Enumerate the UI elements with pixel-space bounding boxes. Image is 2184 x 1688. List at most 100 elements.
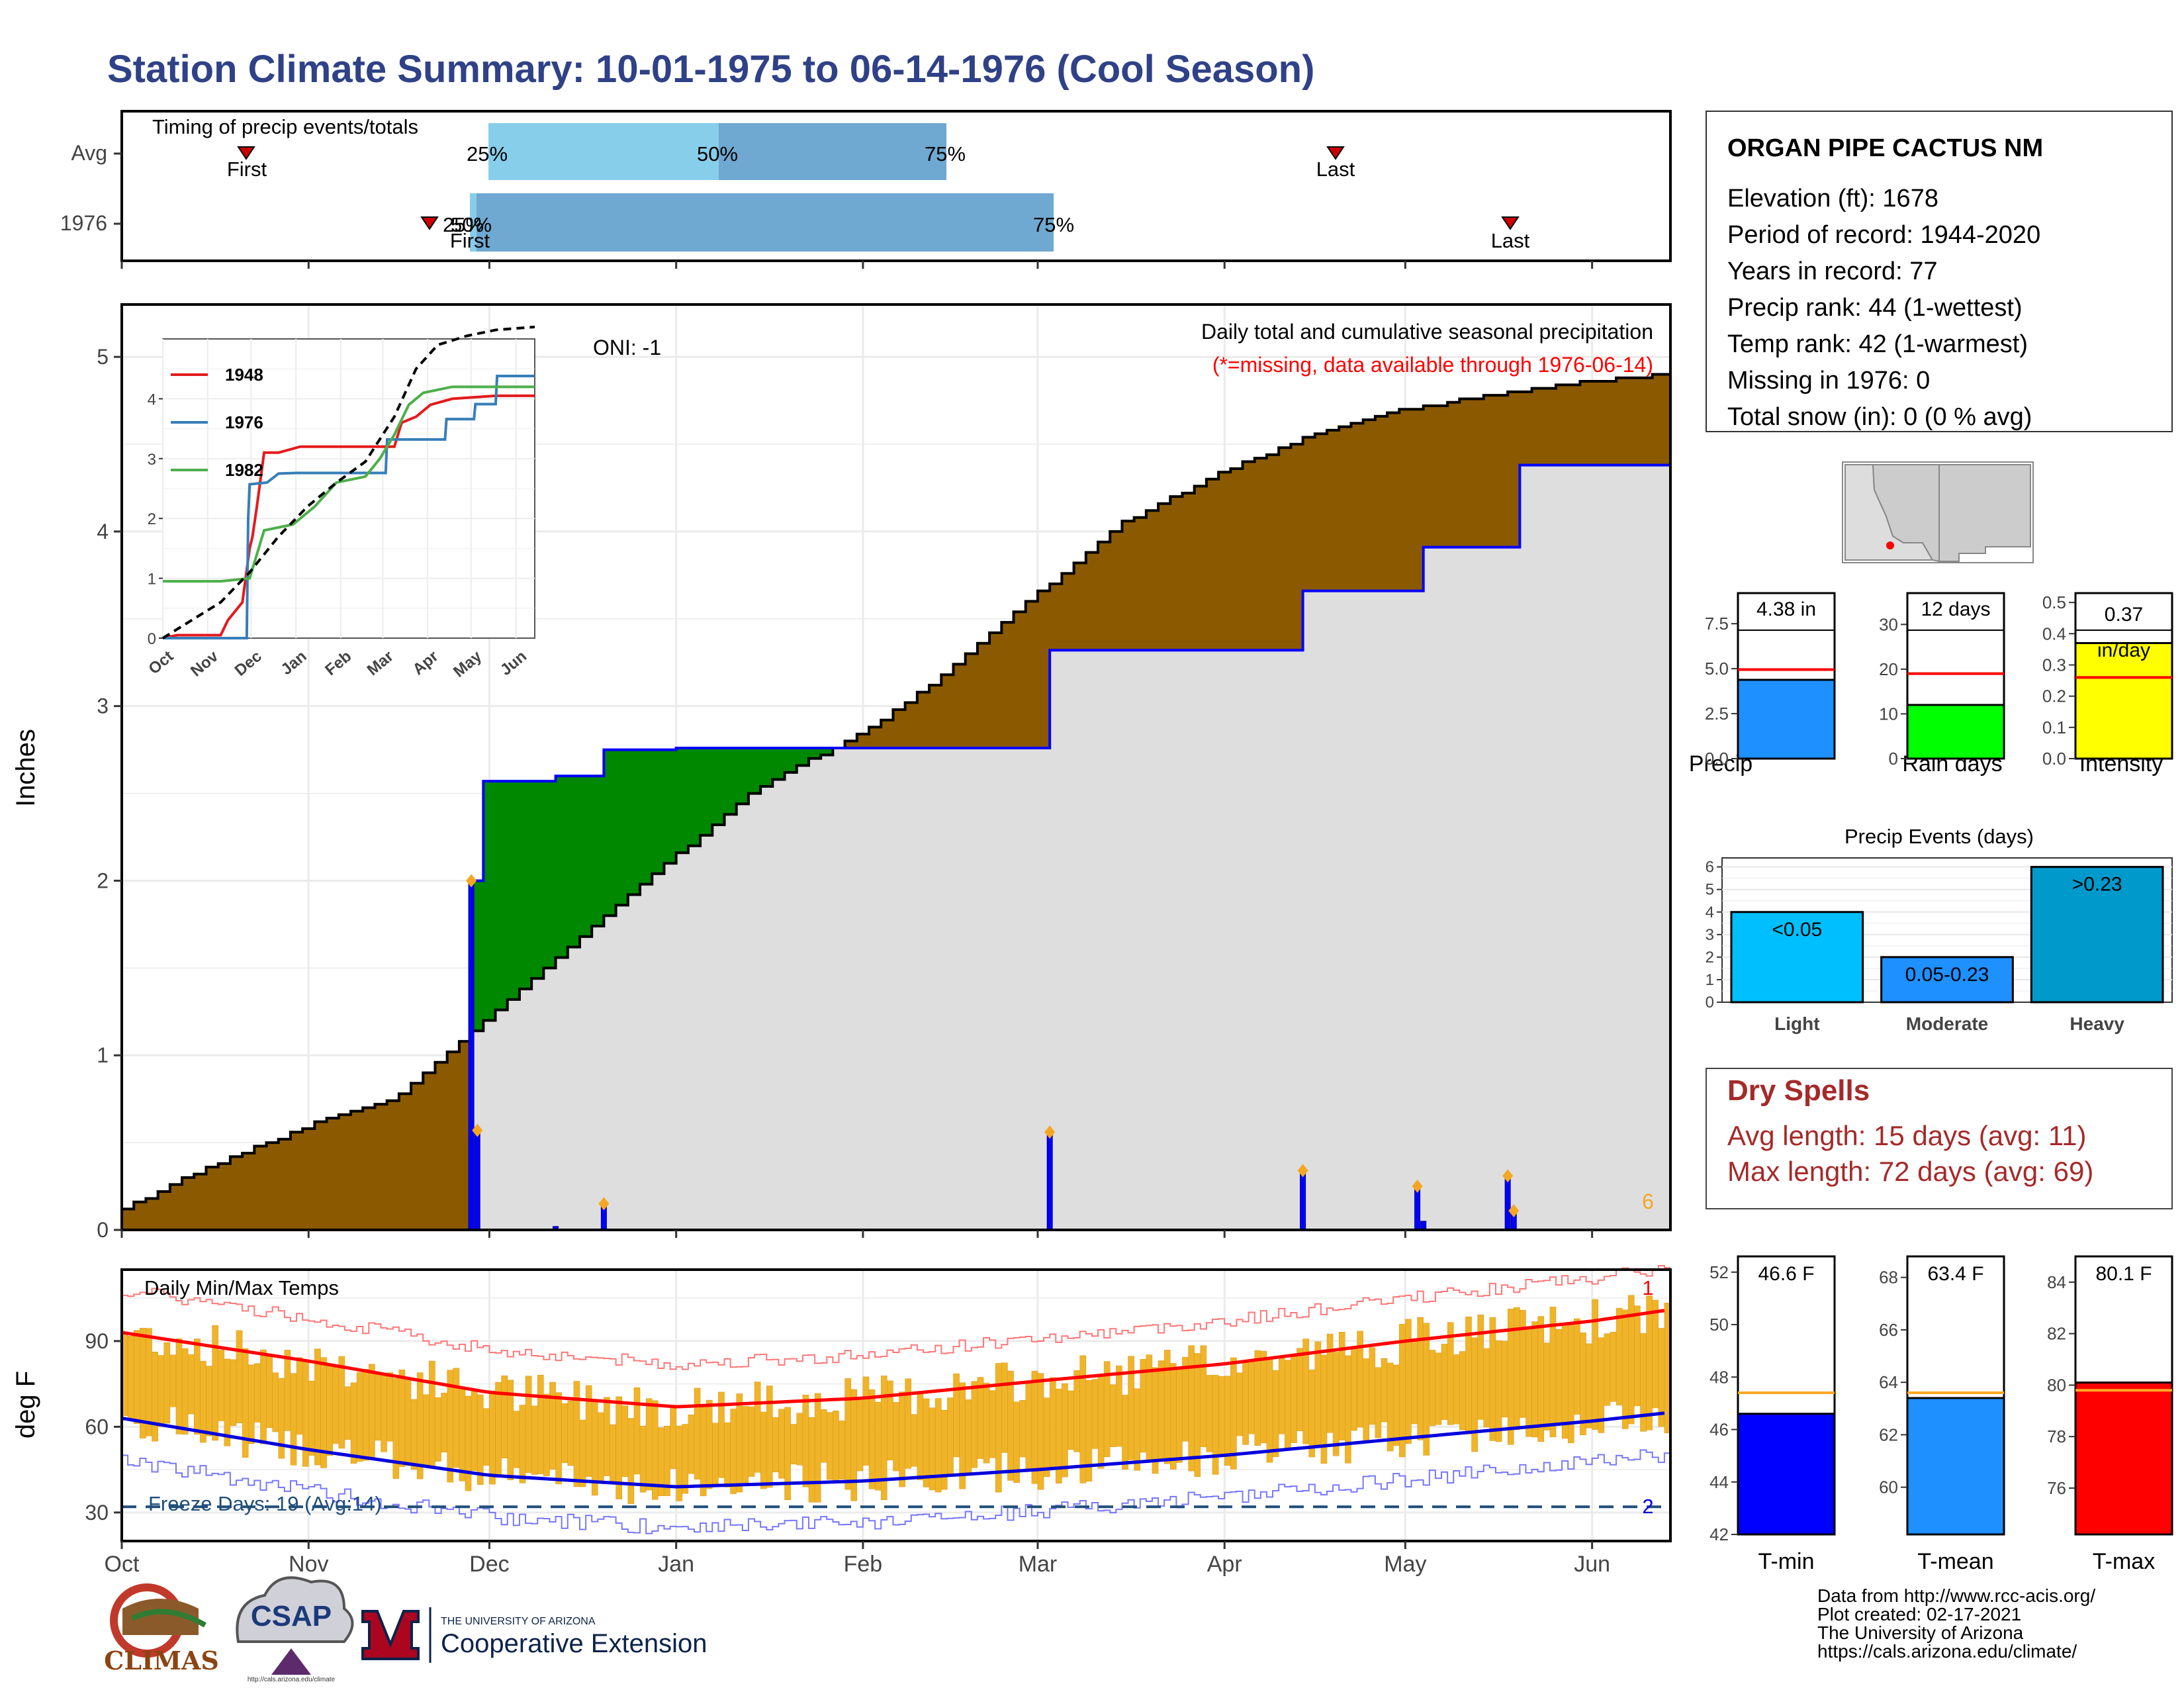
summary-ytick-label: 44 [1709, 1472, 1729, 1492]
avg-p25-label: 25% [467, 142, 508, 165]
ua-logo: THE UNIVERSITY OF ARIZONA Cooperative Ex… [361, 1607, 707, 1663]
summary-ytick-label: 2.5 [1705, 704, 1729, 724]
temp-day-bar [1520, 1309, 1526, 1418]
y1976-last-label: Last [1491, 229, 1530, 252]
y1976-25-50-bar [470, 193, 477, 252]
temp-day-bar [465, 1395, 472, 1491]
month-xtick-label: Jan [658, 1552, 694, 1577]
intensity-summary-bar [2074, 641, 2173, 760]
avg-last-marker [1326, 146, 1345, 160]
month-xtick-label: Oct [105, 1552, 140, 1577]
temp-day-bar [537, 1375, 544, 1474]
csap-text: CSAP [251, 1600, 332, 1632]
y1976-first-marker [420, 216, 439, 230]
inset-ytick-label: 0 [148, 630, 156, 648]
precip-summary-value: 4.38 in [1756, 598, 1816, 620]
csap-cloud-icon [236, 1576, 354, 1643]
temp-day-bar [1031, 1370, 1038, 1484]
temp-day-bar [567, 1400, 574, 1466]
credit-line-created: Plot created: 02-17-2021 [1817, 1604, 2021, 1624]
inset-ytick-label: 4 [148, 391, 156, 408]
temp-day-bar [784, 1407, 791, 1500]
temp-day-bar [1206, 1375, 1213, 1452]
month-xtick-label: Feb [844, 1552, 883, 1577]
temp-day-bar [989, 1390, 996, 1458]
page-title: Station Climate Summary: 10-01-1975 to 0… [107, 48, 1314, 91]
timing-label: Timing of precip events/totals [152, 115, 418, 138]
temp-day-bar [1297, 1348, 1303, 1431]
temp-day-bar [387, 1372, 393, 1442]
record-max-line [122, 1265, 1670, 1370]
ua-extension-text: Cooperative Extension [441, 1629, 707, 1658]
temp-day-bar [404, 1378, 412, 1466]
tmean-value: 63.4 F [1927, 1263, 1983, 1285]
tmin-yaxis: 42 44 46 48 50 52 [1709, 1262, 1738, 1544]
temp-day-bar [375, 1374, 381, 1441]
credit-line-data: Data from http://www.rcc-acis.org/ [1817, 1585, 2095, 1606]
temp-caption: Daily Min/Max Temps [144, 1276, 339, 1299]
temp-day-bar [1170, 1363, 1177, 1470]
temp-day-bar [893, 1402, 899, 1472]
temp-day-bar [1453, 1354, 1460, 1425]
temp-day-bar [158, 1355, 164, 1427]
climas-arc-icon [131, 1609, 207, 1628]
raindays-summary-bar [1906, 704, 2005, 760]
temp-day-bar [326, 1365, 333, 1456]
temp-day-bar [175, 1338, 183, 1434]
cumulative-1976-area [122, 465, 1670, 1231]
avg-p50-label: 50% [697, 142, 738, 165]
temp-day-bar [1025, 1383, 1032, 1470]
temp-day-bar [1308, 1370, 1316, 1458]
timing-row-avg: Avg [71, 141, 107, 165]
precip-events-ytick-label: 5 [1706, 881, 1714, 899]
inset-ytick-label: 3 [148, 451, 156, 469]
temp-day-bar [230, 1359, 237, 1427]
temp-day-bar [1091, 1379, 1099, 1449]
temp-daily-range-bars [121, 1295, 1671, 1504]
temp-day-bar [513, 1411, 520, 1468]
temp-day-bar [284, 1350, 291, 1431]
temp-day-bar [1411, 1338, 1418, 1425]
temp-day-bar [983, 1382, 990, 1464]
temp-day-bar [272, 1372, 279, 1432]
temp-day-bar [1019, 1400, 1026, 1458]
temp-day-bar [694, 1387, 701, 1480]
temp-day-bar [350, 1382, 357, 1464]
temp-day-bar [645, 1398, 653, 1491]
record-min-line [122, 1449, 1670, 1534]
summary-ytick-label: 60 [1879, 1477, 1898, 1497]
temp-day-bar [1176, 1368, 1183, 1463]
temp-day-bar [1405, 1319, 1412, 1444]
temp-day-bar [525, 1376, 532, 1474]
temp-day-bar [1363, 1358, 1369, 1442]
temp-day-bar [1152, 1367, 1159, 1474]
daily-precip-bar [468, 880, 475, 1231]
temp-ytick-label: 60 [85, 1415, 109, 1438]
summary-ytick-label: 10 [1879, 704, 1898, 724]
dry-spells-title: Dry Spells [1727, 1074, 1870, 1107]
summary-ytick-label: 64 [1879, 1372, 1898, 1392]
temp-day-bar [754, 1382, 761, 1473]
temp-day-bar [1615, 1307, 1623, 1406]
intensity-summary-value: 0.37 [2105, 604, 2143, 626]
tmax-yaxis: 76 78 80 82 84 [2047, 1272, 2075, 1498]
summary-ytick-label: 0.0 [1705, 749, 1729, 769]
temp-y-axis: 30 60 90 [85, 1329, 122, 1524]
temp-day-bar [423, 1394, 430, 1466]
temp-day-bar [911, 1414, 918, 1467]
temp-day-bar [682, 1424, 689, 1494]
temp-day-bar [724, 1422, 731, 1487]
precip-ylabel: Inches [11, 729, 40, 807]
month-x-axis: Oct Nov Dec Jan Feb Mar Apr May Jun [105, 1230, 1610, 1577]
temp-day-bar [218, 1350, 225, 1421]
temp-day-bar [688, 1415, 695, 1474]
temp-day-bar [398, 1370, 406, 1468]
climas-text: CLIMAS [104, 1646, 219, 1675]
temp-day-bar [814, 1393, 821, 1503]
temp-day-bar [206, 1366, 212, 1436]
ua-university-text: THE UNIVERSITY OF ARIZONA [441, 1616, 596, 1627]
temp-day-bar [181, 1348, 189, 1435]
inset-ytick-label: 1 [148, 571, 156, 588]
temp-day-bar [1580, 1333, 1586, 1435]
